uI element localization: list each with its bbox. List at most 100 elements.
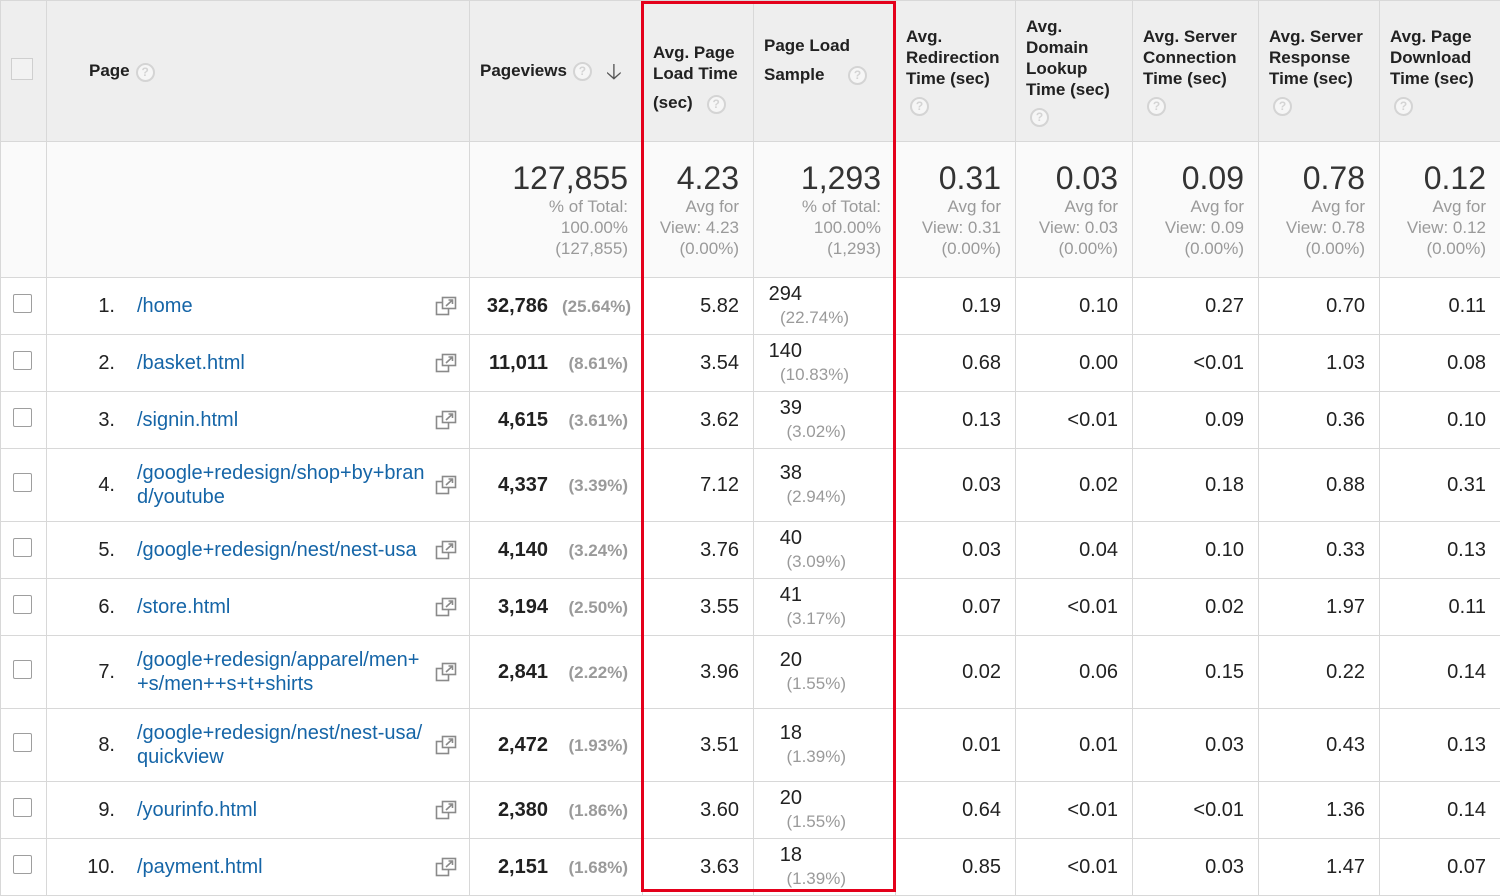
column-header-avg-page-download-time[interactable]: Avg. Page Download Time (sec) ? [1380, 1, 1500, 142]
row-checkbox[interactable] [13, 733, 32, 752]
open-external-icon[interactable] [435, 410, 457, 430]
help-icon[interactable]: ? [707, 95, 726, 114]
column-header-avg-redirection-time-label: Avg. Redirection Time (sec) [906, 26, 1005, 89]
open-external-icon[interactable] [435, 597, 457, 617]
server-connection-cell: 0.27 [1133, 278, 1259, 335]
totals-sub-line: View: 0.12 [1388, 217, 1486, 238]
page-link[interactable]: /yourinfo.html [115, 798, 429, 822]
load-time-cell: 3.55 [643, 579, 754, 636]
pageviews-value: 32,786 [487, 295, 548, 317]
row-checkbox-cell[interactable] [1, 335, 47, 392]
open-external-icon[interactable] [435, 540, 457, 560]
totals-sub-line: Avg for [1141, 196, 1244, 217]
row-checkbox[interactable] [13, 408, 32, 427]
domain-lookup-cell: 0.06 [1016, 636, 1133, 709]
open-external-icon[interactable] [435, 857, 457, 877]
row-checkbox[interactable] [13, 538, 32, 557]
help-icon[interactable]: ? [910, 97, 929, 116]
page-link[interactable]: /google+redesign/apparel/men++s/men++s+t… [115, 648, 429, 696]
help-icon[interactable]: ? [1147, 97, 1166, 116]
page-link[interactable]: /store.html [115, 595, 429, 619]
open-external-icon[interactable] [435, 662, 457, 682]
page-link[interactable]: /signin.html [115, 408, 429, 432]
totals-sub-line: View: 0.78 [1267, 217, 1365, 238]
row-checkbox-cell[interactable] [1, 782, 47, 839]
column-header-avg-domain-lookup-time[interactable]: Avg. Domain Lookup Time (sec) ? [1016, 1, 1133, 142]
help-icon[interactable]: ? [1273, 97, 1292, 116]
column-header-page[interactable]: Page? [47, 1, 470, 142]
server-connection-cell: <0.01 [1133, 782, 1259, 839]
open-external-icon[interactable] [435, 800, 457, 820]
row-checkbox-cell[interactable] [1, 522, 47, 579]
page-link[interactable]: /payment.html [115, 855, 429, 879]
pageviews-value: 2,380 [498, 799, 548, 821]
column-header-avg-server-connection-time[interactable]: Avg. Server Connection Time (sec) ? [1133, 1, 1259, 142]
page-cell: 7./google+redesign/apparel/men++s/men++s… [47, 636, 470, 709]
pageviews-cell: 4,615(3.61%) [470, 392, 643, 449]
row-checkbox-cell[interactable] [1, 278, 47, 335]
page-download-cell: 0.31 [1380, 449, 1500, 522]
row-checkbox[interactable] [13, 660, 32, 679]
table-header-row: Page? Pageviews?🡣 Avg. Page Load Time (s… [1, 1, 1500, 142]
help-icon[interactable]: ? [848, 66, 867, 85]
totals-response: 0.78 Avg for View: 0.78 (0.00%) [1259, 142, 1380, 278]
row-checkbox[interactable] [13, 798, 32, 817]
open-external-icon[interactable] [435, 296, 457, 316]
totals-sub-line: (0.00%) [651, 238, 739, 259]
redirection-cell: 0.64 [896, 782, 1016, 839]
sort-descending-icon[interactable]: 🡣 [606, 61, 622, 82]
domain-lookup-cell: <0.01 [1016, 839, 1133, 896]
load-time-cell: 3.63 [643, 839, 754, 896]
sample-value: 40 [766, 527, 802, 550]
pageviews-value: 3,194 [498, 596, 548, 618]
page-link[interactable]: /basket.html [115, 351, 429, 375]
row-checkbox[interactable] [13, 294, 32, 313]
sample-percent: (1.39%) [780, 869, 846, 889]
page-link[interactable]: /google+redesign/nest/nest-usa/quickview [115, 721, 429, 769]
row-checkbox-cell[interactable] [1, 579, 47, 636]
server-connection-cell: 0.09 [1133, 392, 1259, 449]
server-response-cell: 0.33 [1259, 522, 1380, 579]
row-checkbox-cell[interactable] [1, 449, 47, 522]
load-time-cell: 7.12 [643, 449, 754, 522]
help-icon[interactable]: ? [573, 62, 592, 81]
select-all-checkbox-cell[interactable] [1, 1, 47, 142]
pageviews-value: 4,140 [498, 539, 548, 561]
page-link[interactable]: /google+redesign/nest/nest-usa [115, 538, 429, 562]
totals-sub-line: View: 0.31 [904, 217, 1001, 238]
column-header-avg-server-response-time[interactable]: Avg. Server Response Time (sec) ? [1259, 1, 1380, 142]
open-external-icon[interactable] [435, 475, 457, 495]
table-row: 4./google+redesign/shop+by+brand/youtube… [1, 449, 1500, 522]
help-icon[interactable]: ? [1394, 97, 1413, 116]
sample-cell: 294(22.74%) [754, 278, 896, 335]
row-rank: 3. [47, 409, 115, 432]
domain-lookup-cell: <0.01 [1016, 782, 1133, 839]
row-checkbox-cell[interactable] [1, 392, 47, 449]
help-icon[interactable]: ? [136, 63, 155, 82]
column-header-avg-redirection-time[interactable]: Avg. Redirection Time (sec) ? [896, 1, 1016, 142]
row-checkbox-cell[interactable] [1, 709, 47, 782]
sample-cell: 18(1.39%) [754, 839, 896, 896]
row-checkbox-cell[interactable] [1, 636, 47, 709]
page-link[interactable]: /home [115, 294, 429, 318]
open-external-icon[interactable] [435, 353, 457, 373]
totals-row: 127,855 % of Total: 100.00% (127,855) 4.… [1, 142, 1500, 278]
open-external-icon[interactable] [435, 735, 457, 755]
row-checkbox[interactable] [13, 595, 32, 614]
page-cell: 8./google+redesign/nest/nest-usa/quickvi… [47, 709, 470, 782]
row-checkbox[interactable] [13, 473, 32, 492]
help-icon[interactable]: ? [1030, 108, 1049, 127]
row-checkbox-cell[interactable] [1, 839, 47, 896]
sample-value: 39 [766, 397, 802, 420]
row-checkbox[interactable] [13, 351, 32, 370]
page-link[interactable]: /google+redesign/shop+by+brand/youtube [115, 461, 429, 509]
column-header-pageviews[interactable]: Pageviews?🡣 [470, 1, 643, 142]
column-header-avg-page-load-time[interactable]: Avg. Page Load Time (sec)? [643, 1, 754, 142]
select-all-checkbox[interactable] [11, 58, 33, 80]
redirection-cell: 0.85 [896, 839, 1016, 896]
column-header-page-load-sample[interactable]: Page Load Sample ? [754, 1, 896, 142]
row-checkbox[interactable] [13, 855, 32, 874]
pageviews-cell: 2,151(1.68%) [470, 839, 643, 896]
totals-sub-line: View: 0.03 [1024, 217, 1118, 238]
